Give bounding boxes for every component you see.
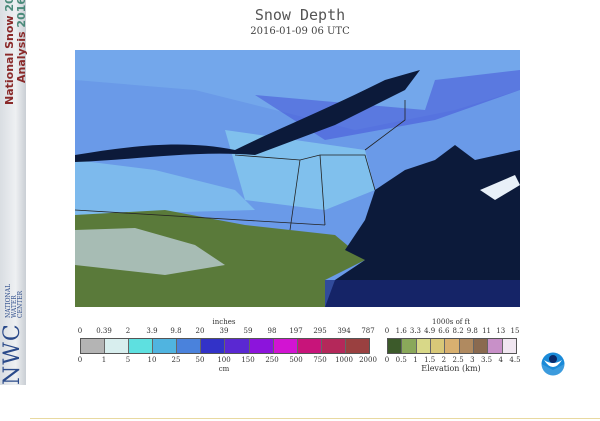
- inches-label: inches: [212, 318, 236, 326]
- km-tick-label: 4: [498, 356, 503, 364]
- snow-depth-swatch: [273, 339, 298, 353]
- inches-tick-label: 787: [361, 327, 375, 335]
- ft-tick-label: 13: [496, 327, 506, 335]
- inches-tick-label: 9.8: [170, 327, 182, 335]
- ft-tick-label: 15: [510, 327, 520, 335]
- snow-depth-swatch: [81, 339, 106, 353]
- inches-tick-label: 3.9: [146, 327, 158, 335]
- km-tick-label: 0: [384, 356, 390, 364]
- ft-tick-label: 0: [384, 327, 390, 335]
- inches-tick-label: 394: [337, 327, 351, 335]
- km-tick-label: 2.5: [452, 356, 464, 364]
- snow-depth-swatch: [105, 339, 130, 353]
- cm-tick-label: 250: [265, 356, 279, 364]
- ft-tick-label: 8.2: [452, 327, 464, 335]
- inches-tick-label: 98: [267, 327, 277, 335]
- snow-depth-swatch: [345, 339, 369, 353]
- ft-tick-label: 11: [482, 327, 492, 335]
- inches-tick-label: 0: [77, 327, 83, 335]
- ft-tick-label: 3.3: [409, 327, 422, 335]
- cm-tick-label: 10: [147, 356, 157, 364]
- inches-tick-label: 197: [289, 327, 303, 335]
- page-title: Snow Depth: [254, 6, 346, 24]
- cm-tick-label: 100: [217, 356, 231, 364]
- snow-depth-swatch: [153, 339, 178, 353]
- inches-tick-label: 0.39: [96, 327, 112, 335]
- snow-depth-swatch: [129, 339, 154, 353]
- footer-divider: [30, 418, 600, 419]
- km-label: Elevation (km): [421, 364, 481, 373]
- ft-label: 1000s of ft: [431, 318, 471, 326]
- ft-tick-label: 6.6: [438, 327, 450, 335]
- cm-tick-label: 5: [125, 356, 131, 364]
- inches-tick-label: 39: [219, 327, 229, 335]
- elevation-swatch: [502, 339, 516, 353]
- ft-tick-label: 4.9: [424, 327, 436, 335]
- cm-tick-label: 1: [101, 356, 107, 364]
- cm-tick-label: 50: [195, 356, 205, 364]
- elevation-swatch: [445, 339, 460, 353]
- cm-tick-label: 150: [241, 356, 255, 364]
- inches-tick-label: 59: [243, 327, 253, 335]
- cm-label: cm: [218, 365, 230, 373]
- ocean: [325, 145, 520, 307]
- inches-tick-label: 2: [125, 327, 131, 335]
- cm-tick-label: 500: [289, 356, 303, 364]
- date-subtitle: 2016-01-09 06 UTC: [250, 26, 350, 37]
- nwc-logo: NWC: [0, 323, 25, 385]
- km-tick-label: 3.5: [480, 356, 493, 364]
- st-lawrence-river: [75, 70, 420, 162]
- km-tick-label: 1.5: [424, 356, 436, 364]
- km-tick-label: 3: [470, 356, 475, 364]
- inches-tick-label: 295: [313, 327, 327, 335]
- cm-tick-label: 750: [313, 356, 327, 364]
- cm-tick-label: 25: [171, 356, 181, 364]
- elevation-swatch: [473, 339, 489, 353]
- km-tick-label: 2: [441, 356, 447, 364]
- snow-depth-swatch: [177, 339, 202, 353]
- elevation-swatch: [488, 339, 503, 353]
- elevation-swatch: [388, 339, 403, 353]
- state-borders: [75, 100, 406, 231]
- nwc-subtitle: NATIONAL WATER CENTER: [5, 283, 24, 318]
- snow-depth-swatch: [201, 339, 226, 353]
- cm-tick-label: 2000: [359, 356, 377, 364]
- cm-tick-label: 0: [77, 356, 83, 364]
- nws-analysis-banner: National Snow 2015- Analysis 2016 NATION…: [0, 0, 28, 385]
- elevation-swatch: [430, 339, 446, 353]
- km-tick-label: 0.5: [395, 356, 407, 364]
- elevation-swatch: [459, 339, 474, 353]
- inches-tick-label: 20: [195, 327, 205, 335]
- km-tick-label: 4.5: [509, 356, 521, 364]
- snow-depth-swatch: [249, 339, 274, 353]
- cm-tick-label: 1000: [335, 356, 353, 364]
- km-tick-label: 1: [413, 356, 418, 364]
- elevation-swatch: [402, 339, 417, 353]
- noaa-logo: [541, 352, 565, 376]
- snow-depth-map: [75, 50, 520, 307]
- ft-tick-label: 9.8: [466, 327, 478, 335]
- ft-tick-label: 1.6: [395, 327, 407, 335]
- snow-depth-swatch: [297, 339, 322, 353]
- elevation-swatch: [416, 339, 431, 353]
- snow-depth-swatch: [321, 339, 346, 353]
- snow-depth-swatch: [225, 339, 250, 353]
